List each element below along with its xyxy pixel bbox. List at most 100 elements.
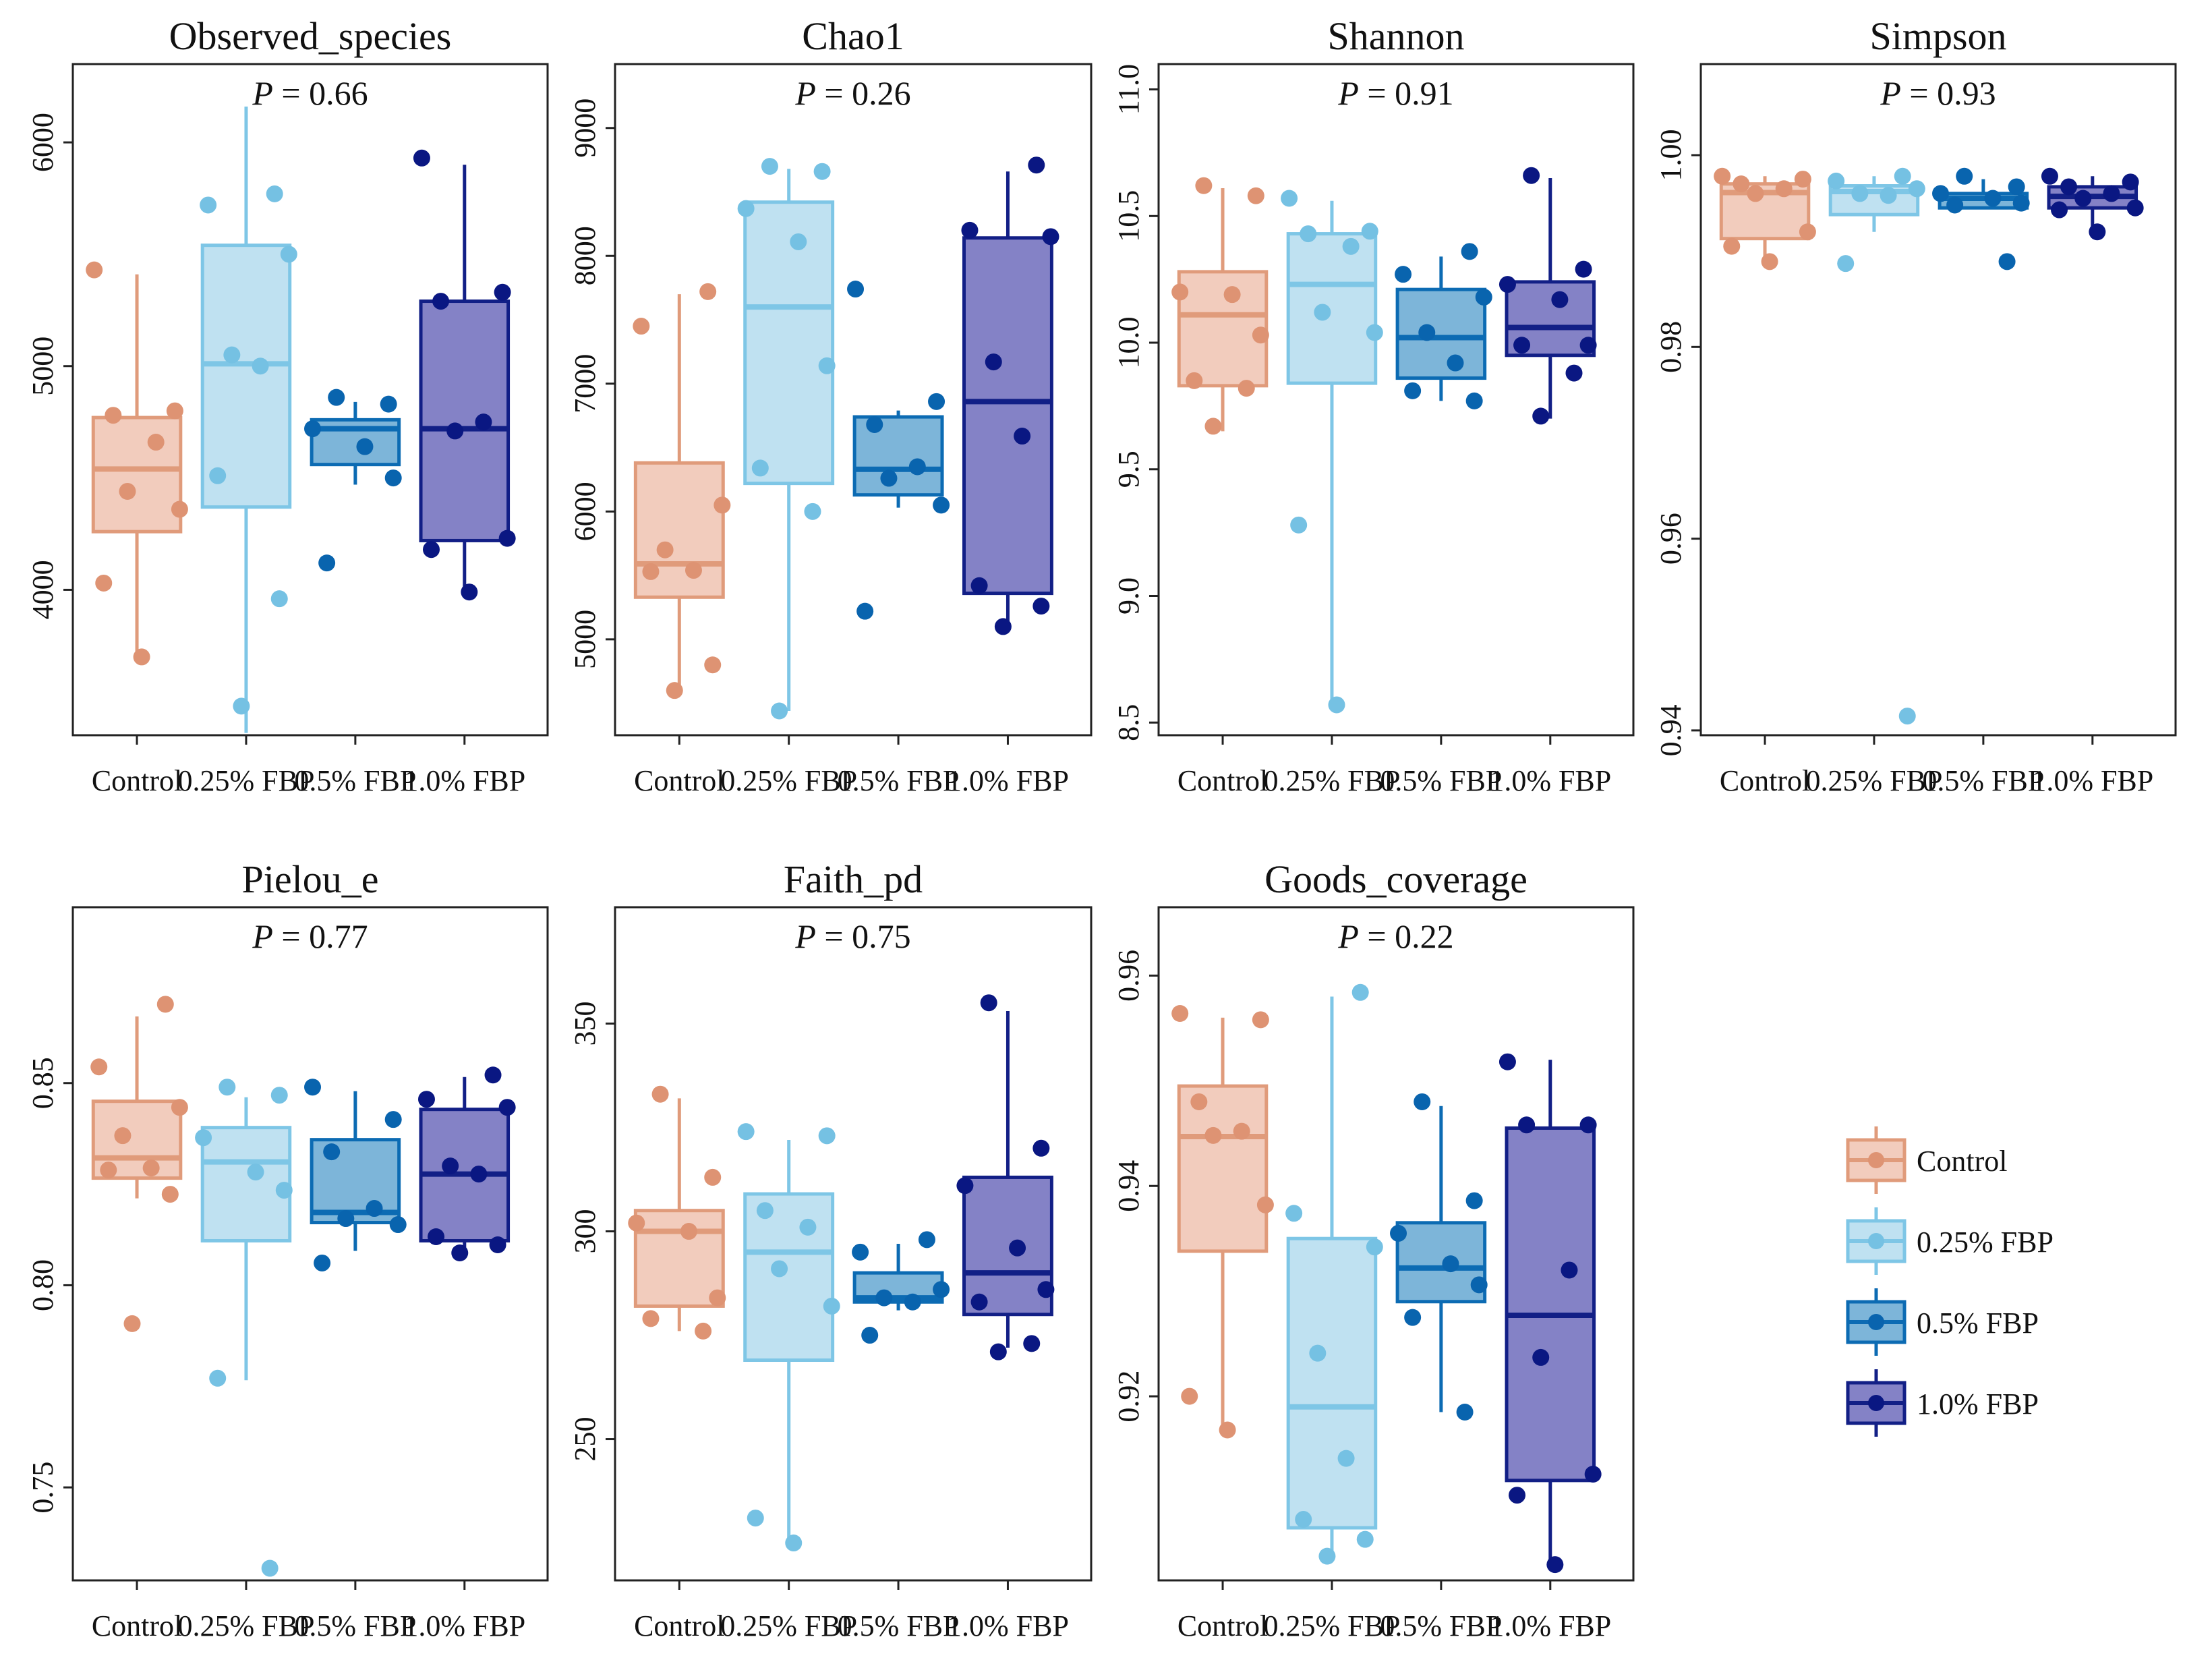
data-point — [428, 1228, 445, 1246]
data-point — [1894, 167, 1911, 185]
data-point — [1351, 983, 1369, 1001]
data-point — [1238, 380, 1255, 397]
x-tick-label: 1.0% FBP — [2031, 764, 2153, 797]
y-tick-label: 4000 — [26, 560, 59, 619]
p-value-label: P = 0.77 — [252, 917, 368, 955]
data-point — [233, 697, 250, 715]
y-tick-label: 6000 — [569, 482, 602, 541]
y-tick-label: 300 — [569, 1209, 602, 1254]
x-tick-label: Control — [1177, 764, 1268, 797]
data-point — [1475, 288, 1492, 306]
x-tick-label: Control — [92, 1609, 182, 1642]
data-point — [100, 1162, 117, 1179]
data-point — [1775, 180, 1793, 198]
data-point — [1295, 1511, 1312, 1528]
data-point — [461, 583, 478, 601]
box-0-5-fbp — [1390, 1093, 1488, 1421]
box-0-25-fbp — [1281, 190, 1383, 714]
y-tick-label: 0.80 — [26, 1259, 59, 1311]
data-point — [1470, 1276, 1488, 1294]
data-point — [142, 1159, 160, 1177]
data-point — [1546, 1556, 1564, 1574]
data-point — [1342, 237, 1360, 255]
data-point — [442, 1157, 459, 1175]
x-tick-label: 1.0% FBP — [403, 1609, 525, 1642]
data-point — [933, 1281, 950, 1298]
box-control — [1714, 167, 1816, 270]
data-point — [451, 1244, 469, 1261]
data-point — [156, 996, 174, 1013]
data-point — [280, 246, 297, 263]
data-point — [90, 1058, 108, 1076]
data-point — [818, 1127, 836, 1145]
x-tick-label: Control — [92, 764, 182, 797]
panel-shannon: Shannon P = 0.91 8.5 9.0 9.5 10.0 10.5 11.0 Cont… — [1112, 14, 1635, 797]
data-point — [813, 163, 831, 180]
data-point — [432, 293, 450, 310]
data-point — [1733, 175, 1750, 193]
data-point — [475, 413, 492, 431]
box-0-5-fbp — [852, 1231, 950, 1344]
x-tick-label: Control — [1177, 1609, 1268, 1642]
data-point — [498, 1099, 516, 1116]
x-tick-label: 0.25% FBP — [1263, 1609, 1400, 1642]
legend-label: 0.5% FBP — [1917, 1307, 2039, 1340]
data-point — [771, 1260, 788, 1278]
data-point — [785, 1535, 803, 1552]
data-point — [1032, 598, 1050, 615]
p-value-label: P = 0.75 — [794, 917, 910, 955]
x-tick-label: 1.0% FBP — [403, 764, 525, 797]
y-tick-label: 10.5 — [1112, 190, 1145, 242]
data-point — [1509, 1487, 1526, 1504]
data-point — [209, 1369, 227, 1387]
y-tick-label: 8.5 — [1112, 704, 1145, 741]
data-point — [1171, 1004, 1189, 1022]
data-point — [1404, 382, 1422, 399]
data-point — [642, 563, 660, 580]
y-tick-label: 250 — [569, 1417, 602, 1462]
legend-label: 0.25% FBP — [1917, 1226, 2054, 1259]
data-point — [270, 590, 288, 608]
data-point — [642, 1310, 660, 1327]
data-point — [275, 1182, 293, 1199]
data-point — [761, 158, 778, 175]
panel-title: Goods_coverage — [1264, 857, 1527, 901]
box-control — [90, 996, 188, 1332]
legend-point — [1868, 1233, 1884, 1249]
data-point — [804, 503, 821, 520]
data-point — [209, 467, 227, 484]
y-tick-label: 0.75 — [26, 1462, 59, 1514]
data-point — [2041, 167, 2058, 185]
iqr-box — [91, 416, 183, 534]
data-point — [818, 357, 836, 374]
data-point — [704, 656, 722, 674]
data-point — [847, 281, 865, 298]
data-point — [1532, 1348, 1550, 1366]
data-point — [384, 1111, 402, 1128]
data-point — [1356, 1530, 1374, 1548]
data-point — [1447, 354, 1464, 372]
data-point — [680, 1223, 697, 1240]
data-point — [413, 149, 430, 167]
data-point — [119, 482, 136, 500]
x-tick-label: 0.25% FBP — [177, 764, 314, 797]
data-point — [147, 434, 165, 451]
x-tick-label: 0.5% FBP — [838, 764, 960, 797]
data-point — [685, 562, 702, 579]
iqr-box — [1395, 1221, 1487, 1304]
legend-item-control: Control — [1846, 1126, 2007, 1194]
box-1-0-fbp — [2041, 167, 2144, 241]
data-point — [1747, 185, 1764, 202]
data-point — [219, 1079, 236, 1096]
data-point — [980, 994, 997, 1012]
x-tick-label: Control — [634, 764, 724, 797]
box-control — [1171, 177, 1269, 435]
data-point — [628, 1214, 645, 1232]
x-tick-label: 0.5% FBP — [1380, 764, 1502, 797]
x-tick-label: 0.5% FBP — [1922, 764, 2044, 797]
data-point — [656, 541, 674, 558]
data-point — [908, 458, 926, 476]
data-point — [771, 702, 788, 720]
y-tick-label: 0.94 — [1654, 704, 1687, 756]
